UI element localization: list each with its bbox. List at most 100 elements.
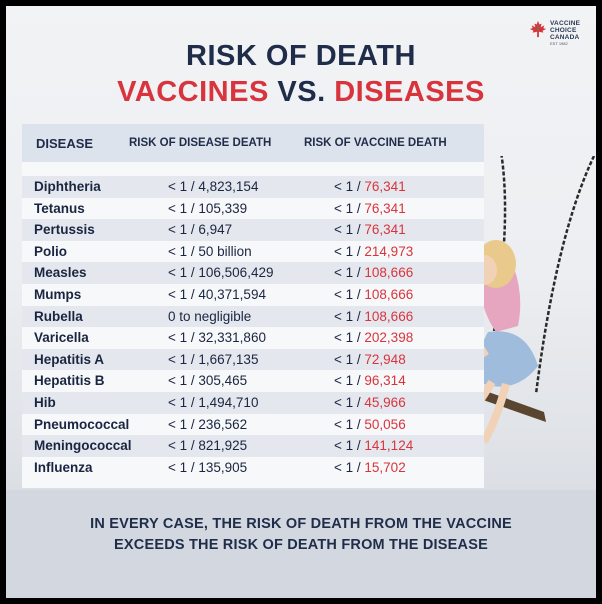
cell-vaccine-risk: < 1 / 50,056 — [334, 417, 406, 432]
logo-line-1: VACCINE — [550, 20, 581, 27]
vaccine-risk-value: 108,666 — [364, 265, 414, 281]
title-line-1: RISK OF DEATH — [186, 40, 416, 72]
cell-disease: Mumps — [34, 287, 82, 302]
vaccine-risk-prefix: < 1 / — [334, 351, 365, 367]
table-row: Pneumococcal < 1 / 236,562 < 1 / 50,056 — [22, 414, 484, 436]
cell-vaccine-risk: < 1 / 96,314 — [334, 373, 406, 388]
table-row: Influenza < 1 / 135,905 < 1 / 15,702 — [22, 457, 484, 479]
vaccine-risk-value: 214,973 — [364, 243, 414, 259]
cell-disease: Influenza — [34, 459, 93, 475]
table-row: Hepatitis A < 1 / 1,667,135 < 1 / 72,948 — [22, 348, 484, 371]
cell-disease: Hepatitis A — [34, 351, 105, 367]
footer-line-1: IN EVERY CASE, THE RISK OF DEATH FROM TH… — [90, 516, 512, 532]
title-line-2: VACCINES VS. DISEASES — [6, 76, 596, 109]
risk-table: DISEASE RISK OF DISEASE DEATH RISK OF VA… — [22, 124, 484, 488]
logo-line-2: CHOICE — [550, 27, 577, 34]
table-header: DISEASE RISK OF DISEASE DEATH RISK OF VA… — [22, 124, 484, 162]
cell-disease-risk: < 1 / 105,339 — [168, 200, 248, 216]
cell-disease-risk: < 1 / 305,465 — [168, 373, 248, 389]
vaccine-risk-prefix: < 1 / — [334, 222, 365, 238]
table-row: Meningococcal < 1 / 821,925 < 1 / 141,124 — [22, 435, 484, 457]
table-row: Hepatitis B < 1 / 305,465 < 1 / 96,314 — [22, 370, 484, 392]
cell-disease-risk: < 1 / 50 billion — [168, 243, 252, 259]
cell-disease: Rubella — [34, 308, 83, 324]
cell-vaccine-risk: < 1 / 108,666 — [334, 265, 413, 280]
cell-disease-risk: < 1 / 32,331,860 — [168, 330, 266, 346]
vaccine-risk-value: 72,948 — [364, 351, 406, 367]
vaccine-risk-value: 108,666 — [364, 287, 414, 302]
cell-disease-risk: < 1 / 236,562 — [168, 416, 248, 432]
vaccine-risk-value: 96,314 — [364, 373, 406, 389]
vaccine-risk-value: 15,702 — [364, 459, 406, 475]
vaccine-risk-prefix: < 1 / — [334, 308, 365, 324]
title-diseases: DISEASES — [334, 76, 485, 108]
vaccine-risk-prefix: < 1 / — [334, 330, 365, 346]
cell-disease-risk: < 1 / 4,823,154 — [168, 179, 259, 194]
cell-disease: Hepatitis B — [34, 373, 105, 389]
cell-vaccine-risk: < 1 / 15,702 — [334, 460, 406, 475]
table-row: Mumps < 1 / 40,371,594 < 1 / 108,666 — [22, 284, 484, 306]
table-row: Varicella < 1 / 32,331,860 < 1 / 202,398 — [22, 327, 484, 349]
table-row: Polio < 1 / 50 billion < 1 / 214,973 — [22, 241, 484, 263]
vaccine-risk-value: 50,056 — [364, 416, 406, 432]
table-row: Tetanus < 1 / 105,339 < 1 / 76,341 — [22, 198, 484, 220]
vaccine-risk-prefix: < 1 / — [334, 395, 365, 410]
vaccine-risk-value: 108,666 — [364, 308, 414, 324]
cell-disease: Pneumococcal — [34, 416, 130, 432]
cell-disease-risk: < 1 / 1,667,135 — [168, 351, 259, 367]
poster: VACCINE CHOICE CANADA EST 1982 RISK OF D… — [6, 6, 596, 598]
title-vaccines: VACCINES — [117, 76, 269, 108]
cell-disease-risk: 0 to negligible — [168, 308, 252, 324]
cell-disease: Meningococcal — [34, 438, 132, 454]
cell-vaccine-risk: < 1 / 108,666 — [334, 287, 413, 302]
vaccine-risk-prefix: < 1 / — [334, 416, 365, 432]
table-row: Rubella 0 to negligible < 1 / 108,666 — [22, 305, 484, 328]
cell-disease: Polio — [34, 243, 67, 259]
cell-disease: Diphtheria — [34, 179, 101, 194]
vaccine-risk-value: 45,966 — [364, 395, 406, 410]
cell-disease: Hib — [34, 395, 56, 410]
header-disease: DISEASE — [36, 136, 94, 151]
vaccine-risk-prefix: < 1 / — [334, 438, 365, 454]
vaccine-risk-value: 202,398 — [364, 330, 414, 346]
cell-disease-risk: < 1 / 40,371,594 — [168, 287, 266, 302]
cell-vaccine-risk: < 1 / 202,398 — [334, 330, 413, 345]
cell-disease: Varicella — [34, 330, 89, 346]
cell-disease: Pertussis — [34, 222, 95, 238]
vaccine-risk-prefix: < 1 / — [334, 459, 365, 475]
vaccine-risk-prefix: < 1 / — [334, 287, 365, 302]
cell-vaccine-risk: < 1 / 76,341 — [334, 222, 406, 237]
logo-line-3: CANADA — [550, 34, 580, 41]
cell-disease: Measles — [34, 265, 87, 281]
logo-subtitle: EST 1982 — [550, 41, 568, 46]
header-vaccine-risk: RISK OF VACCINE DEATH — [304, 137, 447, 149]
cell-vaccine-risk: < 1 / 214,973 — [334, 244, 413, 259]
cell-disease-risk: < 1 / 135,905 — [168, 459, 248, 475]
cell-vaccine-risk: < 1 / 72,948 — [334, 352, 406, 367]
cell-vaccine-risk: < 1 / 108,666 — [334, 309, 413, 324]
table-row: Diphtheria < 1 / 4,823,154 < 1 / 76,341 — [22, 176, 484, 198]
vaccine-risk-value: 76,341 — [364, 222, 406, 238]
cell-disease-risk: < 1 / 1,494,710 — [168, 395, 259, 410]
vaccine-risk-prefix: < 1 / — [334, 179, 365, 194]
cell-vaccine-risk: < 1 / 141,124 — [334, 438, 413, 453]
cell-disease-risk: < 1 / 821,925 — [168, 438, 248, 454]
footer-line-2: EXCEEDS THE RISK OF DEATH FROM THE DISEA… — [114, 537, 488, 553]
table-row: Measles < 1 / 106,506,429 < 1 / 108,666 — [22, 262, 484, 284]
vaccine-risk-value: 76,341 — [364, 200, 406, 216]
cell-vaccine-risk: < 1 / 76,341 — [334, 179, 406, 194]
vaccine-risk-prefix: < 1 / — [334, 265, 365, 281]
title-vs: VS. — [277, 76, 326, 108]
vaccine-risk-value: 141,124 — [364, 438, 414, 454]
vaccine-risk-value: 76,341 — [364, 179, 406, 194]
cell-vaccine-risk: < 1 / 76,341 — [334, 201, 406, 216]
cell-disease: Tetanus — [34, 200, 85, 216]
brand-logo: VACCINE CHOICE CANADA EST 1982 — [529, 20, 580, 47]
table-row: Hib < 1 / 1,494,710 < 1 / 45,966 — [22, 392, 484, 414]
header-disease-risk: RISK OF DISEASE DEATH — [129, 137, 272, 149]
cell-disease-risk: < 1 / 6,947 — [168, 222, 233, 238]
vaccine-risk-prefix: < 1 / — [334, 243, 365, 259]
maple-leaf-icon — [529, 20, 547, 38]
table-row: Pertussis < 1 / 6,947 < 1 / 76,341 — [22, 219, 484, 241]
vaccine-risk-prefix: < 1 / — [334, 200, 365, 216]
